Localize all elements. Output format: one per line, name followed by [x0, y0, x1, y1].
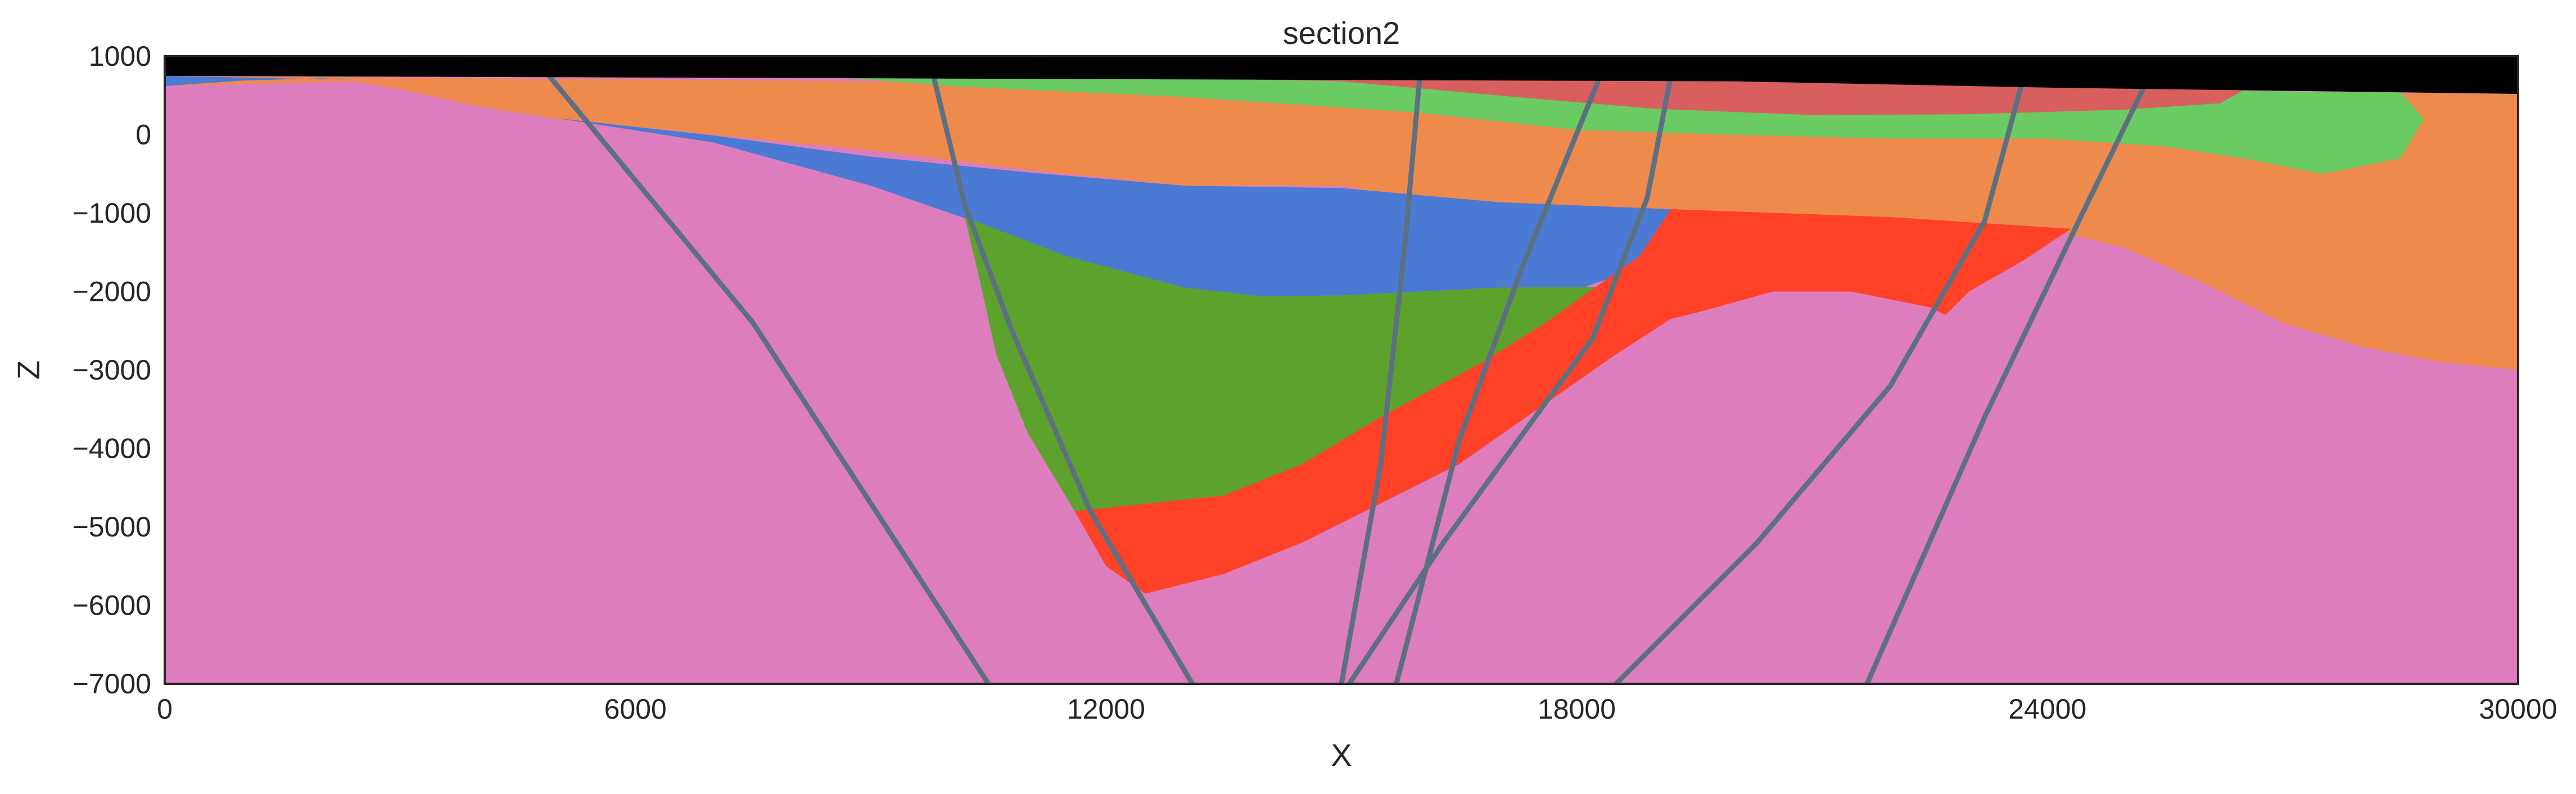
- y-tick-label: −1000: [73, 197, 151, 229]
- y-tick-label: 1000: [89, 40, 151, 72]
- fault-line-1: [547, 74, 991, 684]
- y-tick-label: −4000: [73, 433, 151, 464]
- y-tick-label: −5000: [73, 511, 151, 543]
- topography-mask: [165, 56, 2518, 94]
- x-axis-label: X: [1331, 737, 1352, 773]
- y-tick-label: 0: [135, 119, 151, 151]
- x-axis: 0 6000 12000 18000 24000 30000: [157, 693, 2557, 725]
- x-tick-label: 18000: [1538, 693, 1616, 725]
- y-tick-label: −6000: [73, 590, 151, 621]
- geologic-layer-6: [965, 217, 1601, 512]
- y-axis: 1000 0 −1000 −2000 −3000 −4000 −5000 −6000 −7000: [73, 40, 151, 700]
- x-tick-label: 6000: [604, 693, 667, 725]
- fault-line-7: [1864, 74, 2152, 684]
- y-axis-label: Z: [11, 360, 46, 380]
- fault-line-5: [1347, 75, 1674, 684]
- y-tick-label: −3000: [73, 354, 151, 386]
- x-tick-label: 12000: [1067, 693, 1145, 725]
- geologic-layer-1: [165, 75, 2518, 370]
- y-tick-label: −2000: [73, 276, 151, 308]
- fault-line-3: [1339, 75, 1422, 684]
- plot-area: [165, 56, 2518, 684]
- chart-title: section2: [1283, 15, 1400, 51]
- plot-frame: [164, 55, 2519, 685]
- geologic-layer-7: [1074, 209, 2071, 594]
- y-tick-label: −7000: [73, 668, 151, 700]
- fault-line-2: [931, 75, 1195, 684]
- fault-line-6: [1614, 75, 2027, 684]
- x-tick-label: 30000: [2479, 693, 2557, 725]
- layers-group: [165, 75, 2518, 594]
- x-tick-label: 24000: [2008, 693, 2086, 725]
- geologic-layer-3: [557, 118, 1671, 296]
- geologic-layer-5: [1066, 75, 2244, 115]
- geologic-layer-2: [165, 75, 353, 86]
- faults-group: [547, 74, 2152, 684]
- x-tick-label: 0: [157, 693, 173, 725]
